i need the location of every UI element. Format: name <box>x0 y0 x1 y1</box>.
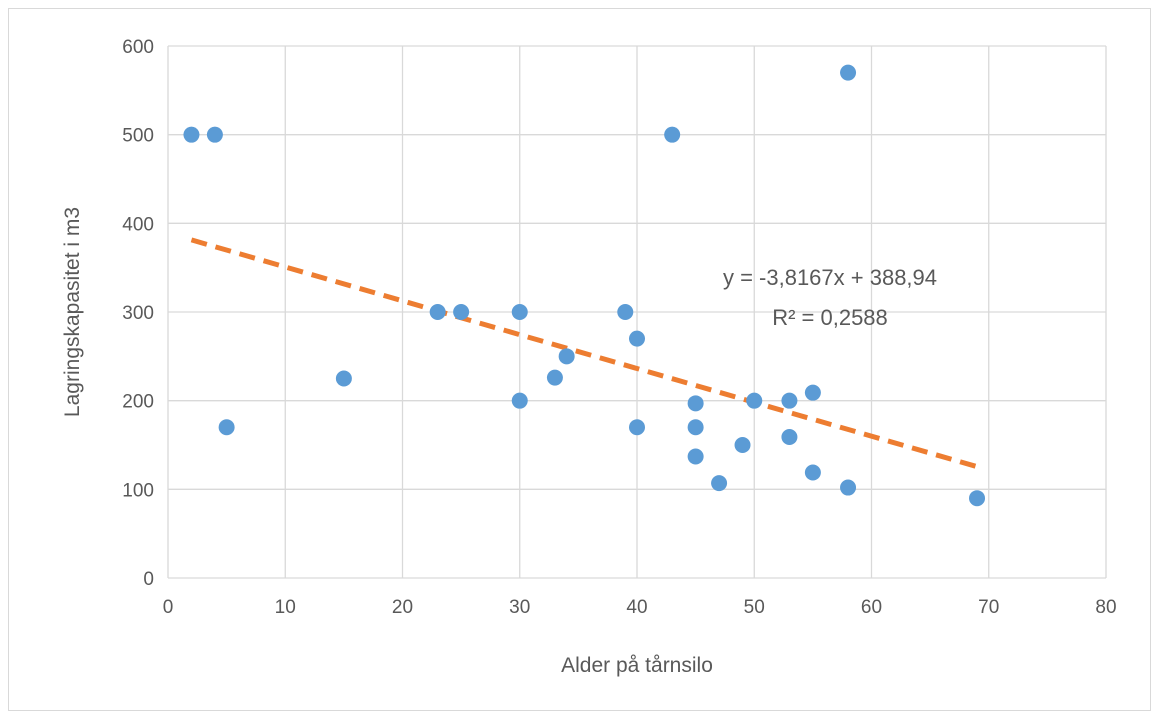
x-tick-label: 10 <box>275 597 296 618</box>
trendline-r2: R² = 0,2588 <box>772 305 888 330</box>
y-tick-label: 300 <box>122 303 154 324</box>
data-point <box>687 395 704 412</box>
data-point <box>511 392 528 409</box>
data-point <box>734 437 751 453</box>
data-point <box>429 304 446 320</box>
x-axis-title: Alder på tårnsilo <box>561 654 713 677</box>
trendline-layer <box>190 237 978 470</box>
y-tick-label: 100 <box>122 480 154 501</box>
data-point <box>546 369 563 386</box>
x-tick-label: 20 <box>392 597 413 618</box>
x-tick-label: 30 <box>509 597 530 618</box>
data-point <box>617 304 634 320</box>
x-tick-label: 80 <box>1095 597 1116 618</box>
y-axis-title: Lagringskapasitet i m3 <box>61 207 84 417</box>
label-layer: Alder på tårnsilo Lagringskapasitet i m3… <box>61 207 937 677</box>
data-point <box>781 392 798 409</box>
data-point <box>687 448 704 465</box>
data-point <box>840 479 857 496</box>
trendline <box>190 237 978 470</box>
axis-layer: 0 100 200 300 400 500 600 0 10 20 30 40 50 60 70 80 <box>122 37 1116 618</box>
data-point <box>969 490 986 507</box>
x-tick-label: 70 <box>978 597 999 618</box>
y-tick-label: 600 <box>122 37 154 58</box>
data-point <box>664 126 681 143</box>
y-tick-label: 500 <box>122 126 154 147</box>
x-tick-label: 60 <box>861 597 882 618</box>
data-point <box>804 384 821 401</box>
data-point <box>335 370 352 387</box>
data-point <box>453 304 470 320</box>
data-point <box>511 304 528 320</box>
data-point <box>687 419 704 436</box>
data-point <box>840 64 857 81</box>
data-point <box>711 475 728 492</box>
data-point <box>804 464 821 481</box>
data-point <box>183 126 200 143</box>
x-tick-label: 40 <box>626 597 647 618</box>
data-point <box>629 330 645 347</box>
data-point <box>781 429 798 446</box>
y-tick-label: 400 <box>122 214 154 235</box>
data-point <box>629 419 645 436</box>
data-point <box>218 419 235 436</box>
data-point <box>746 392 763 409</box>
grid-layer <box>167 45 1107 579</box>
chart-frame <box>8 8 1151 711</box>
data-point <box>558 348 575 365</box>
data-point-layer <box>183 64 986 507</box>
x-tick-label: 0 <box>163 597 174 618</box>
y-tick-label: 200 <box>122 392 154 413</box>
x-tick-label: 50 <box>744 597 765 618</box>
trendline-equation: y = -3,8167x + 388,94 <box>723 265 937 290</box>
y-tick-label: 0 <box>143 569 154 590</box>
data-point <box>206 126 223 143</box>
